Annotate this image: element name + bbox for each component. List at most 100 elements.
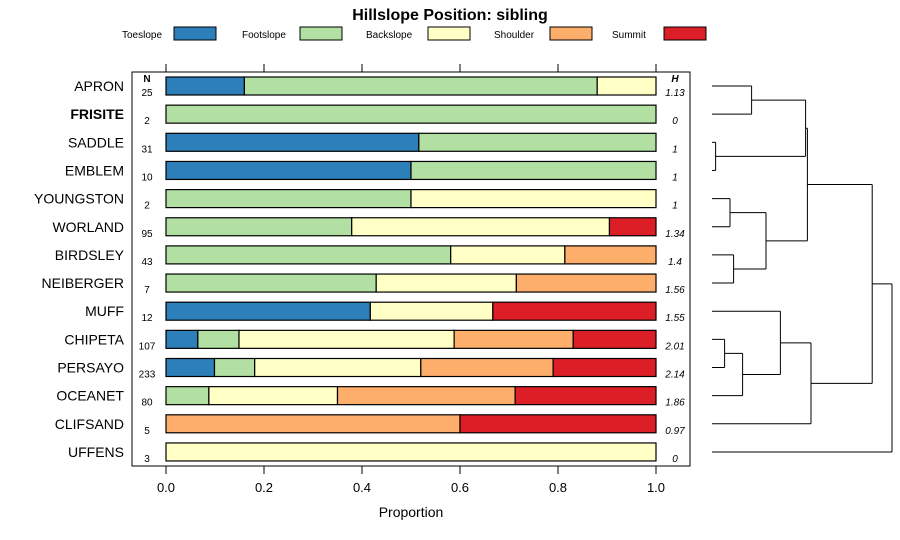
legend-swatch-shoulder (549, 26, 593, 41)
bar-muff-backslope (369, 301, 494, 321)
legend-swatch-summit (663, 26, 707, 41)
bar-chipeta-summit (572, 329, 657, 349)
h-value: 1 (672, 201, 678, 212)
category-label-birdsley: BIRDSLEY (55, 247, 125, 263)
bar-birdsley-shoulder (564, 245, 657, 265)
bar-persayo-footslope (213, 357, 256, 378)
bar-oceanet-shoulder (336, 386, 516, 406)
bar-persayo-backslope (254, 357, 422, 378)
bar-oceanet-backslope (208, 386, 339, 406)
h-value: 1.13 (665, 88, 685, 99)
h-value: 1.56 (665, 285, 685, 296)
bar-persayo-toeslope (165, 357, 216, 378)
bar-worland-footslope (165, 217, 353, 237)
bar-muff-summit (492, 301, 657, 321)
x-tick-label: 0.6 (451, 480, 469, 495)
n-header: N (143, 74, 150, 85)
bar-apron-toeslope (165, 76, 246, 96)
n-value: 2 (144, 116, 150, 127)
bar-worland-summit (608, 217, 657, 237)
bar-chipeta-backslope (238, 329, 455, 349)
legend-label-toeslope: Toeslope (122, 30, 162, 41)
bar-chipeta-shoulder (453, 329, 574, 349)
h-header: H (671, 74, 679, 85)
category-label-muff: MUFF (85, 303, 124, 319)
category-label-neiberger: NEIBERGER (42, 275, 124, 291)
bar-worland-backslope (351, 217, 611, 237)
plot-frame (131, 71, 691, 467)
h-value: 1 (672, 144, 678, 155)
x-tick-label: 1.0 (647, 480, 665, 495)
bar-chipeta-toeslope (165, 329, 199, 349)
bar-youngston-backslope (410, 189, 657, 209)
x-tick-label: 0.8 (549, 480, 567, 495)
bar-apron-backslope (596, 76, 657, 96)
legend-label-backslope: Backslope (366, 30, 413, 41)
bar-oceanet-summit (514, 386, 657, 406)
bars (165, 76, 657, 462)
category-label-saddle: SADDLE (68, 134, 124, 150)
h-value: 1.4 (668, 257, 682, 268)
legend: Toeslope Footslope Backslope Shoulder Summit (122, 26, 707, 41)
category-labels: APRON FRISITE SADDLE EMBLEM YOUNGSTON WORLAND… (34, 78, 125, 460)
x-tick-label: 0.2 (255, 480, 273, 495)
bar-saddle-footslope (418, 132, 657, 152)
category-label-clifsand: CLIFSAND (55, 416, 124, 432)
bar-persayo-shoulder (420, 357, 554, 378)
bar-youngston-footslope (165, 189, 412, 209)
bar-chipeta-footslope (197, 329, 240, 349)
chart-title: Hillslope Position: sibling (352, 7, 548, 24)
h-value: 1.34 (665, 229, 685, 240)
n-value: 31 (141, 144, 153, 155)
bar-birdsley-footslope (165, 245, 452, 265)
h-value: 0 (672, 116, 678, 127)
bar-saddle-toeslope (165, 132, 420, 152)
x-axis-title: Proportion (379, 504, 444, 520)
category-label-frisite: FRISITE (70, 106, 124, 122)
legend-swatch-backslope (427, 26, 471, 41)
bar-clifsand-summit (459, 414, 657, 434)
h-value: 2.01 (664, 341, 684, 352)
bar-neiberger-backslope (375, 273, 517, 293)
bar-clifsand-shoulder (165, 414, 461, 434)
n-value: 107 (139, 341, 156, 352)
h-value: 1 (672, 172, 678, 183)
dendrogram (712, 85, 893, 453)
bar-muff-toeslope (165, 301, 371, 321)
n-value: 10 (141, 172, 153, 183)
x-tick-label: 0.4 (353, 480, 371, 495)
bar-neiberger-footslope (165, 273, 377, 293)
n-value: 2 (144, 201, 150, 212)
n-value: 25 (141, 88, 153, 99)
h-value: 0 (672, 454, 678, 465)
n-value: 7 (144, 285, 150, 296)
bar-apron-footslope (243, 76, 598, 96)
bar-persayo-summit (552, 357, 657, 378)
h-value: 2.14 (664, 370, 685, 381)
legend-swatch-toeslope (173, 26, 217, 41)
category-label-youngston: YOUNGSTON (34, 191, 124, 207)
h-value: 1.86 (665, 398, 685, 409)
category-label-persayo: PERSAYO (57, 360, 124, 376)
category-label-uffens: UFFENS (68, 444, 124, 460)
bar-emblem-toeslope (165, 160, 412, 181)
category-label-oceanet: OCEANET (56, 388, 124, 404)
h-value: 1.55 (665, 313, 685, 324)
legend-label-summit: Summit (612, 30, 646, 41)
legend-label-shoulder: Shoulder (494, 30, 535, 41)
bar-uffens-backslope (165, 442, 657, 462)
n-value: 95 (141, 229, 153, 240)
n-value: 80 (141, 398, 153, 409)
bar-frisite-footslope (165, 104, 657, 124)
legend-swatch-footslope (299, 26, 343, 41)
n-value: 3 (144, 454, 150, 465)
n-value: 43 (141, 257, 153, 268)
h-value: 0.97 (665, 426, 685, 437)
category-label-worland: WORLAND (52, 219, 124, 235)
n-value: 12 (141, 313, 153, 324)
n-values: 25 2 31 10 2 95 43 7 12 107 233 80 5 3 (139, 88, 156, 465)
bar-neiberger-shoulder (515, 273, 657, 293)
x-axis: 0.0 0.2 0.4 0.6 0.8 1.0 (157, 466, 665, 495)
category-label-chipeta: CHIPETA (64, 331, 124, 347)
